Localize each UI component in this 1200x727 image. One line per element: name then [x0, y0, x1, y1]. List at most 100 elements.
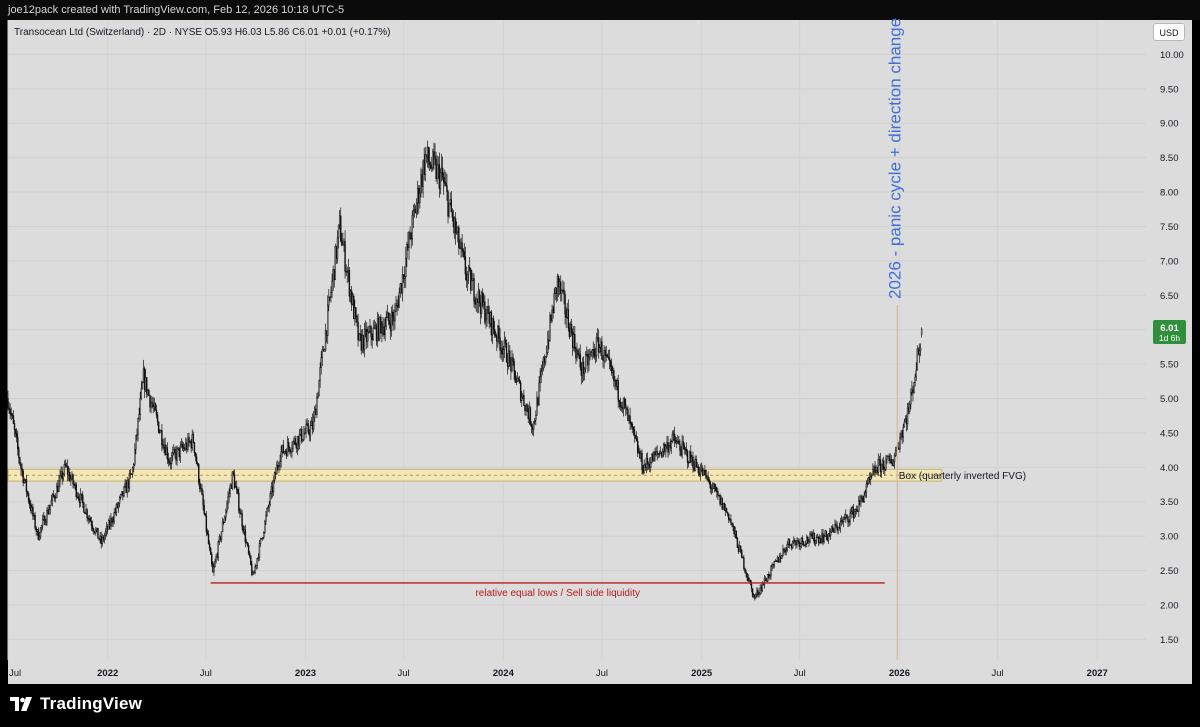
candle — [153, 397, 156, 412]
candle — [218, 533, 221, 546]
candle — [636, 436, 639, 458]
candle — [844, 513, 846, 520]
candle — [222, 518, 225, 525]
candle — [847, 515, 849, 528]
candle — [858, 495, 860, 517]
candle — [594, 347, 597, 364]
candle — [47, 505, 49, 516]
currency-badge[interactable]: USD — [1153, 23, 1185, 41]
price-tick-label: 2.50 — [1160, 566, 1179, 577]
candle — [293, 436, 295, 446]
candle — [62, 472, 64, 482]
candle — [635, 431, 638, 442]
candle — [87, 515, 89, 525]
candle — [319, 362, 321, 388]
candle — [641, 449, 643, 475]
candle — [327, 295, 329, 344]
candle — [664, 442, 666, 455]
candle — [618, 399, 620, 410]
candle — [63, 460, 66, 477]
candle — [567, 299, 570, 332]
candle — [804, 540, 807, 548]
candle — [451, 208, 454, 222]
candle — [193, 441, 196, 457]
candle — [323, 348, 326, 352]
candle — [380, 314, 382, 334]
candle — [74, 482, 76, 491]
candle — [99, 531, 101, 544]
candle — [199, 478, 201, 493]
candle — [510, 357, 512, 380]
candle — [743, 554, 745, 571]
candle — [809, 531, 811, 544]
candle — [760, 584, 762, 595]
candle — [349, 289, 352, 303]
candle — [175, 446, 177, 465]
candle — [316, 393, 318, 418]
candle — [129, 468, 132, 479]
candle — [329, 296, 331, 302]
candle — [703, 469, 705, 476]
tradingview-logo[interactable]: TradingView — [10, 694, 142, 714]
tradingview-logo-text: TradingView — [40, 694, 143, 713]
price-tick-label: 1.50 — [1160, 635, 1179, 646]
price-tick-label: 8.50 — [1160, 153, 1179, 164]
candle — [166, 442, 169, 465]
candle — [528, 401, 531, 425]
candle — [476, 298, 478, 314]
candle — [736, 536, 739, 549]
candle — [65, 462, 68, 468]
candle — [442, 172, 445, 195]
candle — [802, 540, 805, 547]
candle — [444, 169, 446, 187]
candle — [490, 310, 493, 342]
candle — [599, 344, 601, 354]
candle — [681, 434, 683, 459]
candle — [216, 552, 218, 561]
candle — [428, 147, 431, 172]
annotations-layer: relative equal lows / Sell side liquidit… — [210, 18, 1026, 660]
candle — [907, 402, 910, 414]
candle — [837, 526, 839, 535]
candle — [464, 246, 467, 281]
candle — [489, 310, 491, 327]
candle — [660, 451, 663, 459]
candle — [539, 368, 541, 392]
candle — [176, 445, 178, 466]
candle — [695, 455, 697, 468]
candle — [337, 224, 340, 249]
candle — [308, 428, 310, 442]
candle — [707, 471, 709, 483]
candle — [816, 533, 819, 539]
time-tick-label: 2025 — [691, 668, 713, 679]
candle — [498, 319, 500, 344]
candle — [215, 553, 217, 564]
candle — [139, 391, 141, 421]
candle — [501, 341, 503, 363]
candle — [786, 541, 788, 553]
candle — [715, 483, 717, 492]
candle — [628, 414, 630, 425]
time-axis: Jul 2022 Jul 2023 Jul 2024 Jul 2025 Jul 2026 Jul 20… — [9, 668, 1108, 679]
time-tick-label: Jul — [596, 668, 608, 679]
price-tick-label: 4.50 — [1160, 428, 1179, 439]
price-tick-label: 3.00 — [1160, 532, 1179, 543]
candle — [751, 588, 754, 598]
candle — [834, 519, 836, 534]
candle — [642, 464, 644, 476]
candle — [596, 328, 599, 343]
candle — [143, 366, 146, 398]
candle — [602, 354, 604, 368]
candle — [225, 508, 227, 521]
candle — [351, 292, 354, 306]
candle — [40, 524, 43, 533]
candle — [309, 420, 312, 442]
candle — [41, 514, 44, 531]
candle — [717, 487, 719, 500]
candle — [208, 540, 211, 552]
candle — [878, 455, 881, 466]
candle — [9, 403, 11, 420]
candle — [737, 544, 740, 555]
candle — [34, 511, 36, 530]
